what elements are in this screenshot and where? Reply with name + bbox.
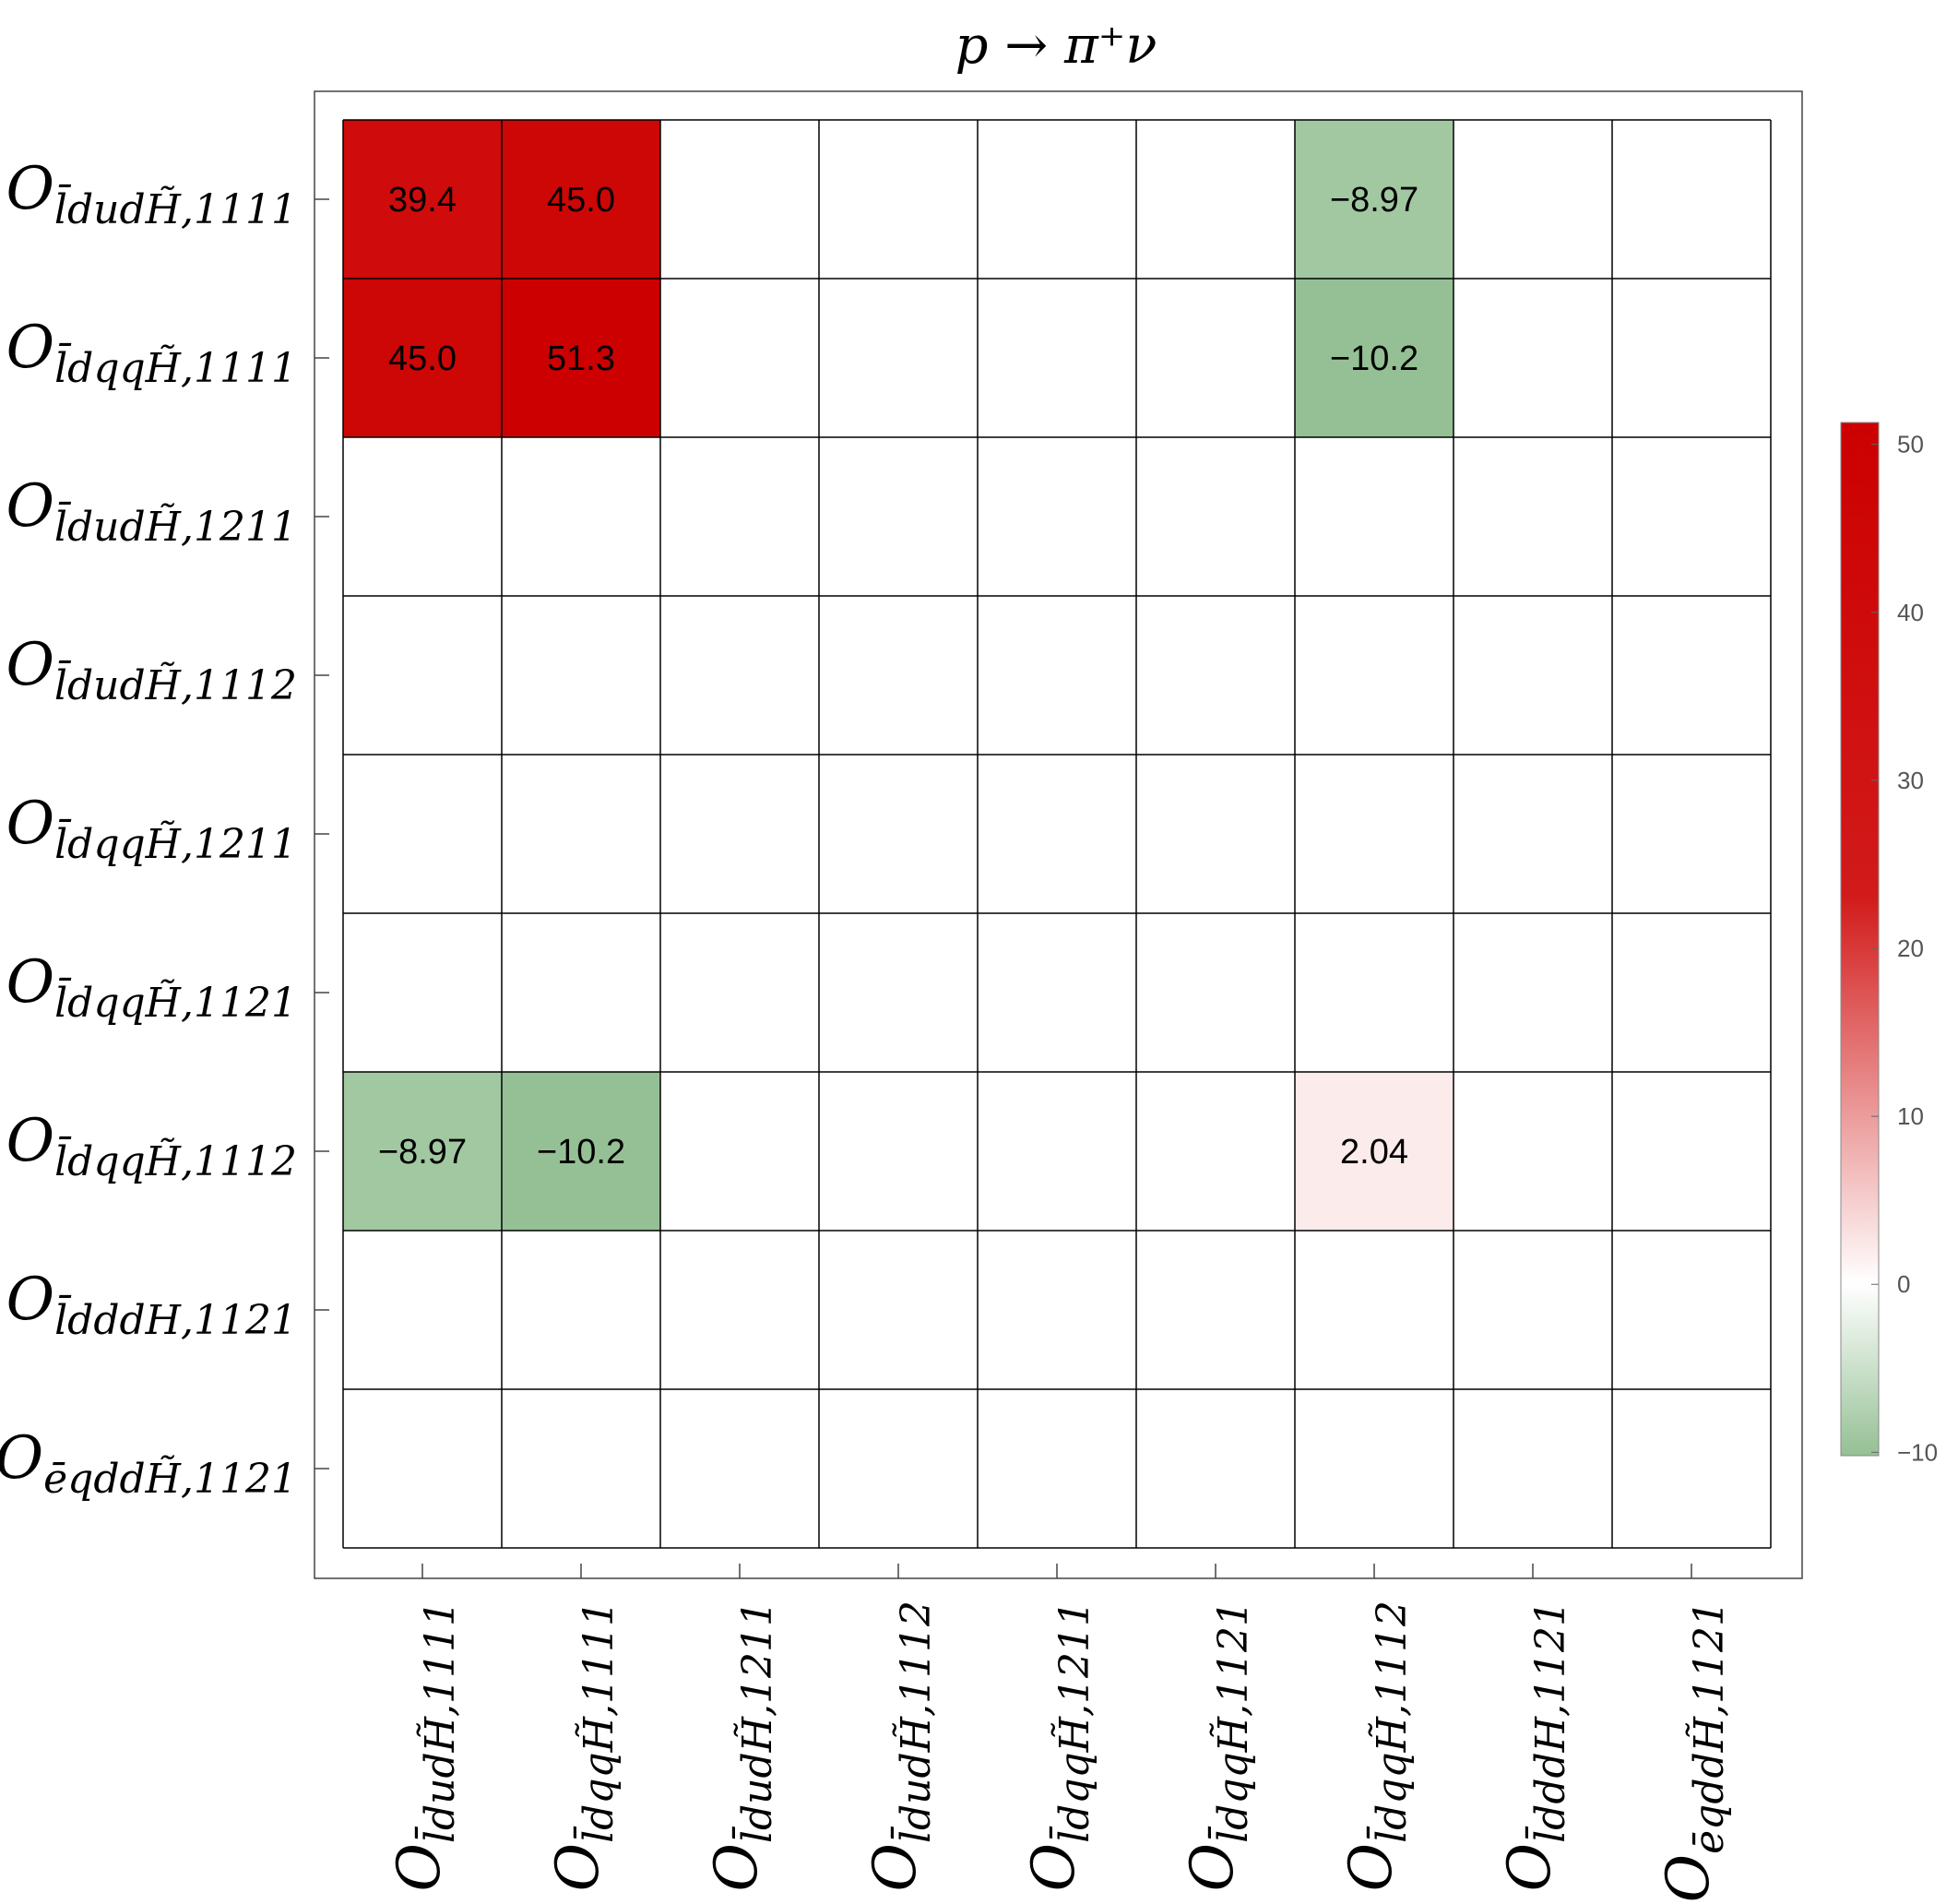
column-label: OēqddH̃,1121 [1655,1601,1733,1902]
cell-value-label: −8.97 [1330,181,1418,220]
column-labels: Ol̄dudH̃,1111 Ol̄dqqH̃,1111 Ol̄dudH̃,1211 O… [386,1601,1733,1902]
column-label: Ol̄dqqH̃,1112 [1337,1601,1416,1891]
heatmap-cell [502,1072,660,1231]
heatmap-cell [343,279,502,437]
colorbar-tick-label: 30 [1897,767,1924,794]
heatmap-cell [343,120,502,279]
row-label: Ol̄dqqH̃,1121 [6,948,297,1027]
row-labels: Ol̄dudH̃,1111 Ol̄dqqH̃,1111 Ol̄dudH̃,1211 O… [0,155,297,1503]
row-label: Ol̄dudH̃,1111 [6,155,297,233]
cell-value-label: 45.0 [547,181,615,220]
cell-value-labels: 39.4 45.0 −8.97 45.0 51.3 −10.2 −8.97 −10.2 2.04 [378,181,1418,1172]
plot-frame [314,90,1803,1579]
row-label: Ol̄dudH̃,1211 [6,472,297,551]
column-label: Ol̄dqqH̃,1211 [1020,1601,1098,1891]
cell-value-label: 39.4 [388,181,457,220]
row-label: Ol̄dqqH̃,1111 [6,314,297,392]
row-label: Ol̄dqqH̃,1112 [6,1107,297,1185]
colorbar-tick-label: 40 [1897,599,1924,626]
column-label: Ol̄dudH̃,1211 [703,1601,781,1892]
colorbar-tick-label: 10 [1897,1102,1924,1130]
heatmap-cells [343,120,1454,1231]
cell-value-label: 2.04 [1340,1133,1408,1172]
column-ticks [421,1564,1692,1578]
chart-title: p → π⁺ν [955,16,1157,76]
colorbar-tick-label: 50 [1897,431,1924,458]
cell-value-label: −10.2 [1330,339,1418,378]
colorbar: 50 40 30 20 10 0 −10 [1840,422,1938,1466]
heatmap-cell [1295,279,1454,437]
column-label: Ol̄dudH̃,1111 [386,1601,464,1892]
colorbar-tick-label: 0 [1897,1270,1910,1298]
column-label: Ol̄dddH,1121 [1496,1601,1574,1891]
row-ticks [314,198,329,1470]
column-label: Ol̄dudH̃,1112 [861,1601,940,1892]
cell-value-label: −10.2 [537,1133,625,1172]
heatmap-cell [343,1072,502,1231]
colorbar-tick-label: −10 [1897,1438,1938,1466]
heatmap-cell [1295,120,1454,279]
colorbar-gradient [1840,422,1880,1457]
cell-value-label: 45.0 [388,339,457,378]
row-label: OēqddH̃,1121 [0,1424,297,1503]
row-label: Ol̄dddH,1121 [6,1266,297,1344]
column-label: Ol̄dqqH̃,1121 [1179,1601,1257,1891]
colorbar-tick-label: 20 [1897,934,1924,962]
heatmap-cell [502,120,660,279]
cell-value-label: 51.3 [547,339,615,378]
row-label: Ol̄dqqH̃,1211 [6,790,297,868]
row-label: Ol̄dudH̃,1112 [6,631,297,709]
heatmap-grid [342,119,1772,1549]
heatmap-cell [502,279,660,437]
heatmap-cell [1295,1072,1454,1231]
column-label: Ol̄dqqH̃,1111 [544,1601,623,1891]
cell-value-label: −8.97 [378,1133,467,1172]
